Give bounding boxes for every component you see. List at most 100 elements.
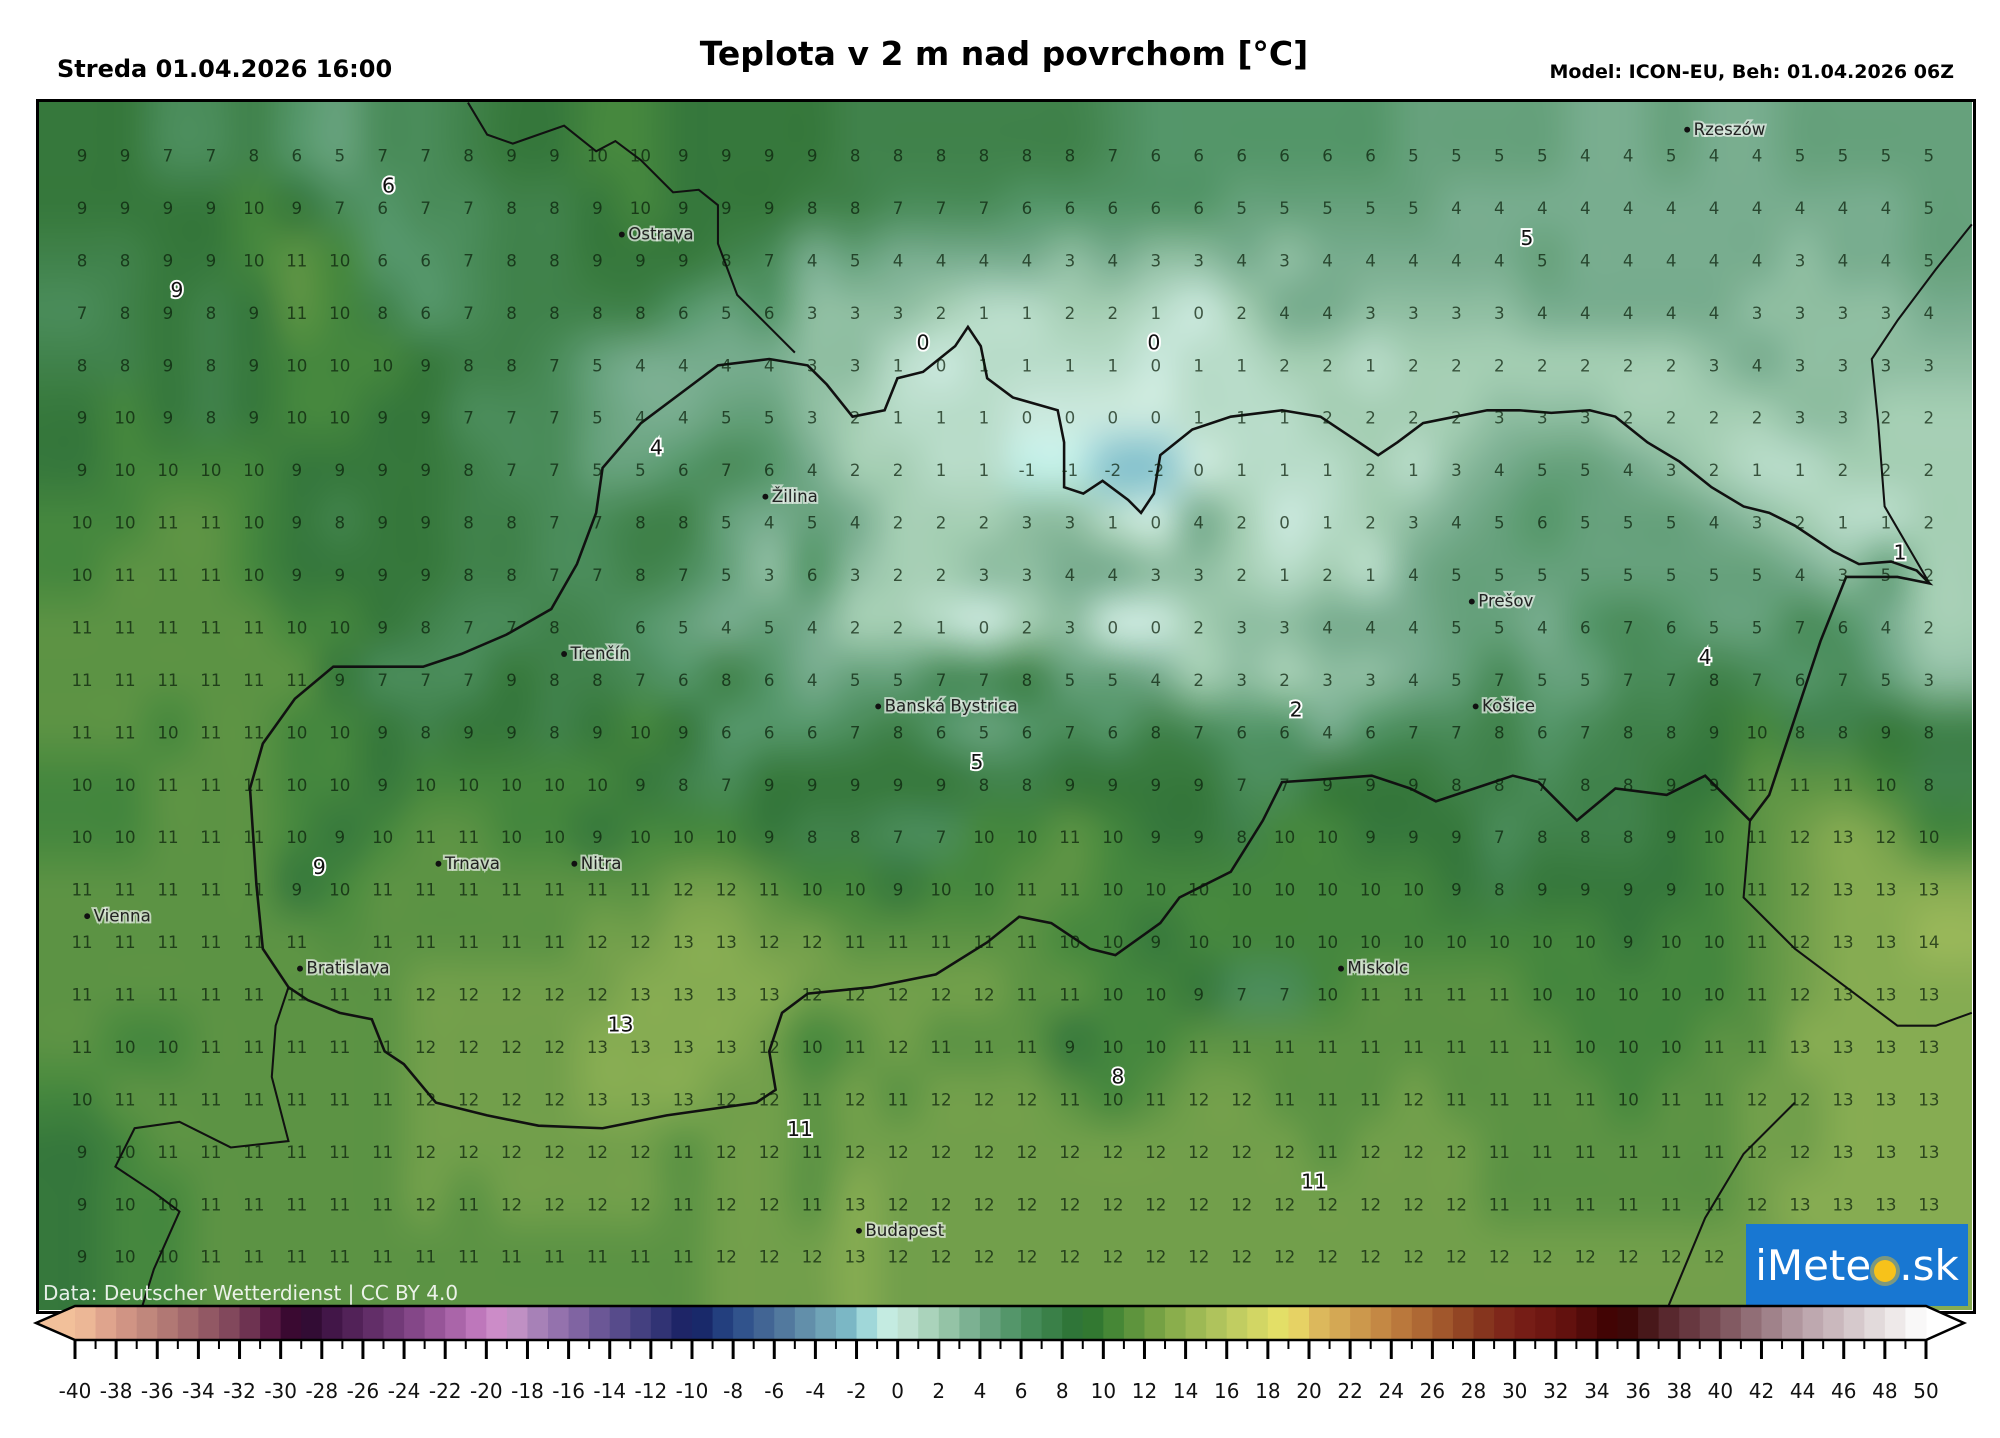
grid-value: 11	[1704, 1143, 1725, 1162]
grid-value: 11	[157, 933, 178, 952]
grid-value: 10	[1231, 881, 1252, 900]
grid-value: 8	[506, 199, 517, 218]
extremum-label: 8	[1111, 1065, 1124, 1089]
grid-value: 1	[1838, 514, 1849, 533]
grid-value: 4	[1365, 251, 1376, 270]
colorbar-swatch	[1062, 1307, 1084, 1339]
grid-value: 12	[1016, 1090, 1037, 1109]
grid-value: 8	[807, 199, 818, 218]
grid-value: 12	[759, 1248, 780, 1267]
colorbar-swatch	[1658, 1307, 1680, 1339]
grid-value: 5	[592, 356, 603, 375]
grid-value: 9	[1408, 776, 1419, 795]
grid-value: 11	[200, 1090, 221, 1109]
grid-value: 6	[678, 671, 689, 690]
colorbar-swatch	[568, 1307, 590, 1339]
grid-value: 4	[1795, 199, 1806, 218]
grid-value: 10	[286, 723, 307, 742]
grid-value: 9	[377, 566, 388, 585]
grid-value: 8	[1924, 723, 1935, 742]
grid-value: 12	[1789, 933, 1810, 952]
grid-value: 1	[1022, 304, 1033, 323]
grid-value: 4	[1666, 251, 1677, 270]
grid-value: 12	[1360, 1195, 1381, 1214]
extremum-label: 4	[1699, 645, 1712, 669]
colorbar-tick-label: 12	[1132, 1379, 1157, 1403]
grid-value: 13	[630, 986, 651, 1005]
colorbar-swatch	[1699, 1307, 1721, 1339]
imeteo-logo[interactable]: iMete .sk	[1746, 1224, 1968, 1306]
grid-value: 7	[549, 409, 560, 428]
colorbar-tick-label: 14	[1173, 1379, 1198, 1403]
grid-value: 10	[544, 828, 565, 847]
grid-value: 10	[71, 566, 92, 585]
grid-value: 9	[1150, 933, 1161, 952]
grid-value: 11	[1446, 986, 1467, 1005]
grid-value: 12	[930, 986, 951, 1005]
grid-value: 6	[1193, 199, 1204, 218]
grid-value: 10	[1274, 881, 1295, 900]
grid-value: 12	[1532, 1248, 1553, 1267]
grid-value: 8	[850, 147, 861, 166]
colorbar-swatch	[1165, 1307, 1187, 1339]
grid-value: 9	[506, 723, 517, 742]
grid-value: 10	[1704, 933, 1725, 952]
grid-value: 4	[1193, 514, 1204, 533]
grid-value: 11	[286, 1038, 307, 1057]
grid-value: 8	[506, 251, 517, 270]
grid-value: 7	[463, 409, 474, 428]
grid-value: 13	[1875, 1195, 1896, 1214]
grid-value: 13	[1832, 881, 1853, 900]
grid-value: 9	[592, 723, 603, 742]
grid-value: 12	[1059, 1195, 1080, 1214]
grid-value: 4	[1580, 304, 1591, 323]
grid-value: 12	[802, 1248, 823, 1267]
colorbar-swatch	[218, 1307, 241, 1339]
grid-value: 11	[157, 618, 178, 637]
grid-value: 13	[716, 986, 737, 1005]
grid-value: 12	[587, 933, 608, 952]
colorbar-swatch	[321, 1307, 343, 1339]
colorbar-swatch	[424, 1307, 446, 1339]
grid-value: 2	[1193, 671, 1204, 690]
grid-value: 9	[1193, 986, 1204, 1005]
grid-value: 5	[1537, 671, 1548, 690]
grid-value: 9	[1537, 881, 1548, 900]
grid-value: 12	[1102, 1143, 1123, 1162]
city-dot-icon	[856, 1227, 862, 1234]
grid-value: 10	[114, 409, 135, 428]
colorbar-swatch	[671, 1307, 693, 1339]
colorbar-tick-label: -22	[429, 1379, 462, 1403]
grid-value: 5	[721, 409, 732, 428]
city-bansk-bystrica: Banská Bystrica	[875, 695, 1020, 717]
colorbar-swatch	[1432, 1307, 1454, 1339]
grid-value: 12	[1789, 881, 1810, 900]
grid-value: 8	[77, 251, 88, 270]
grid-value: 8	[678, 776, 689, 795]
grid-value: 10	[157, 1038, 178, 1057]
grid-value: 11	[1746, 1038, 1767, 1057]
extremum-label: 1	[1893, 540, 1906, 564]
grid-value: 4	[1709, 514, 1720, 533]
grid-value: 11	[1746, 881, 1767, 900]
grid-value: 11	[71, 723, 92, 742]
grid-value: 2	[936, 514, 947, 533]
grid-value: 8	[549, 618, 560, 637]
grid-value: 1	[979, 356, 990, 375]
grid-value: 9	[377, 514, 388, 533]
city-dot-icon	[875, 703, 882, 710]
grid-value: 6	[1108, 723, 1119, 742]
grid-value: 11	[114, 566, 135, 585]
grid-value: 9	[506, 147, 517, 166]
grid-value: 12	[501, 1038, 522, 1057]
colorbar-swatch	[506, 1307, 529, 1339]
grid-value: 11	[243, 1195, 264, 1214]
grid-value: 6	[764, 723, 775, 742]
grid-value: 1	[936, 461, 947, 480]
grid-value: 13	[1875, 881, 1896, 900]
grid-value: 9	[249, 356, 260, 375]
grid-value: 3	[1065, 251, 1076, 270]
grid-value: 13	[1789, 1038, 1810, 1057]
colorbar-swatch	[918, 1307, 940, 1339]
colorbar-swatch	[733, 1307, 755, 1339]
